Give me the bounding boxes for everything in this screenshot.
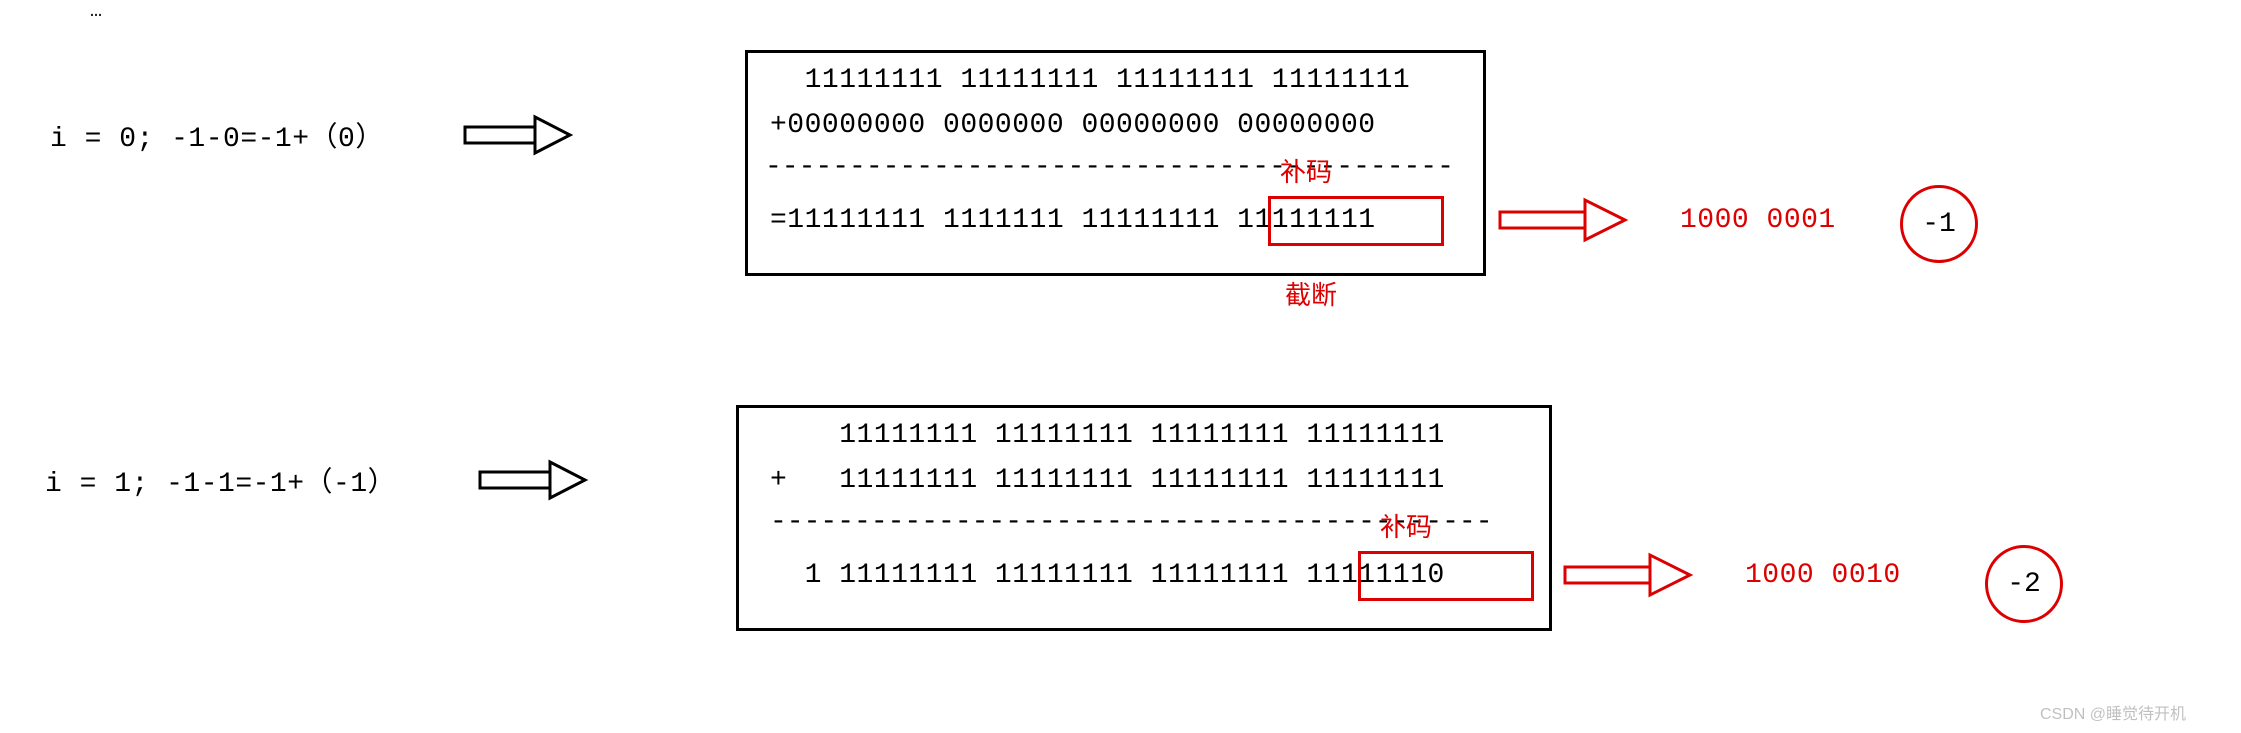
b1-label-jieduan: 截断 <box>1285 275 1337 312</box>
b2-trunc-box <box>1358 551 1534 601</box>
b2-result-circle: -2 <box>1985 545 2063 623</box>
b1-line2: +00000000 0000000 00000000 00000000 <box>770 110 1376 141</box>
arrow-red-2 <box>1560 545 1700 605</box>
b2-line1: 11111111 11111111 11111111 11111111 <box>770 420 1445 451</box>
arrow-black-1 <box>460 105 580 165</box>
b1-result-dec: -1 <box>1922 209 1956 240</box>
expr-line-1: i = 0; -1-0=-1+（0） <box>50 115 384 155</box>
b1-result-circle: -1 <box>1900 185 1978 263</box>
b2-line2: + 11111111 11111111 11111111 11111111 <box>770 465 1445 496</box>
expr-line-2: i = 1; -1-1=-1+（-1） <box>45 460 396 500</box>
b1-label-buma: 补码 <box>1280 152 1332 189</box>
arrow-red-1 <box>1495 190 1635 250</box>
b2-result-dec: -2 <box>2007 569 2041 600</box>
b1-dash: ----------------------------------------… <box>765 152 1454 183</box>
watermark: CSDN @睡觉待开机 <box>2040 700 2186 724</box>
b2-result-bin: 1000 0010 <box>1745 560 1901 591</box>
arrow-black-2 <box>475 450 595 510</box>
b2-label-buma: 补码 <box>1380 507 1432 544</box>
top-ellipsis: … <box>90 0 103 23</box>
b2-line4: 1 11111111 11111111 11111111 11111110 <box>770 560 1445 591</box>
b1-line1: 11111111 11111111 11111111 11111111 <box>770 65 1410 96</box>
b1-result-bin: 1000 0001 <box>1680 205 1836 236</box>
b1-trunc-box <box>1268 196 1444 246</box>
